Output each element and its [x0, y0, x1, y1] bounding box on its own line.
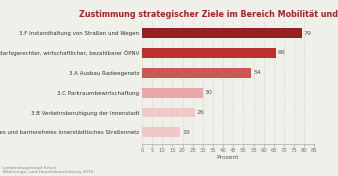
- Text: 66: 66: [277, 50, 285, 55]
- Text: 19: 19: [182, 130, 190, 135]
- Text: 54: 54: [253, 70, 261, 75]
- Bar: [142, 127, 180, 137]
- Bar: [142, 48, 276, 58]
- Bar: [142, 108, 195, 118]
- Text: 26: 26: [196, 110, 204, 115]
- Bar: [142, 28, 302, 38]
- Text: Landeshauptstadt Erfurt
Wohnungs- und Haushaltserhebung 2015: Landeshauptstadt Erfurt Wohnungs- und Ha…: [3, 166, 94, 174]
- Text: 30: 30: [204, 90, 212, 95]
- Text: 79: 79: [304, 31, 312, 36]
- Bar: [142, 68, 251, 78]
- Bar: [142, 88, 203, 98]
- X-axis label: Prozent: Prozent: [217, 155, 239, 160]
- Title: Zustimmung strategischer Ziele im Bereich Mobilität und Verkehr: Zustimmung strategischer Ziele im Bereic…: [79, 10, 338, 19]
